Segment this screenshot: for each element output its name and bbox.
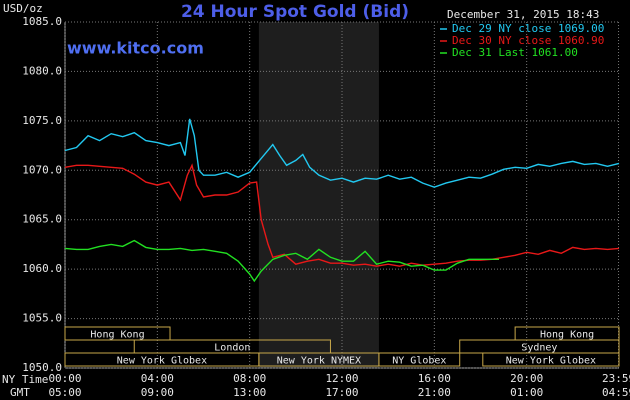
site-label: www.kitco.com [67, 39, 204, 58]
x-tick-label: 20:00 [510, 372, 543, 385]
y-tick-label: 1065.0 [22, 213, 62, 226]
session-box [64, 326, 171, 341]
series-line [64, 163, 620, 267]
session-box [378, 352, 461, 367]
session-label: New York NYMEX [277, 356, 361, 367]
session-box [482, 352, 620, 367]
y-tick-label: 1060.0 [22, 262, 62, 275]
legend-label: Dec 30 NY close 1060.90 [452, 34, 604, 47]
x-tick-label: 04:00 [141, 372, 174, 385]
x-tick-label: 12:00 [325, 372, 358, 385]
gmt-tick-label: 04:59 [602, 386, 630, 399]
y-tick-label: 1070.0 [22, 163, 62, 176]
gmt-tick-label: 05:00 [48, 386, 81, 399]
session-label: NY Globex [392, 356, 446, 367]
session-label: London [214, 343, 250, 354]
series-line [64, 118, 620, 188]
y-tick-label: 1080.0 [22, 64, 62, 77]
session-label: Hong Kong [540, 330, 594, 341]
x-tick-label: 16:00 [418, 372, 451, 385]
x-tick-label: 23:59 [602, 372, 630, 385]
y-tick-label: 1085.0 [22, 15, 62, 28]
y-tick-label: 1050.0 [22, 361, 62, 374]
x-tick-label: 08:00 [233, 372, 266, 385]
x-tick-label: 00:00 [48, 372, 81, 385]
y-tick-label: 1075.0 [22, 114, 62, 127]
session-label: New York Globex [506, 356, 596, 367]
gmt-tick-label: 09:00 [141, 386, 174, 399]
session-label: Sydney [521, 343, 557, 354]
background-layer [258, 22, 379, 368]
gmt-tick-label: 13:00 [233, 386, 266, 399]
chart-title: 24 Hour Spot Gold (Bid) [181, 2, 409, 22]
y-axis-label: USD/oz [3, 2, 43, 15]
gmt-tick-label: 21:00 [418, 386, 451, 399]
y-tick-label: 1055.0 [22, 312, 62, 325]
series-line [64, 239, 499, 283]
legend-label: Dec 29 NY close 1069.00 [452, 22, 604, 35]
session-shade [258, 22, 379, 368]
x-row-label: GMT [10, 386, 30, 399]
session-label: New York Globex [117, 356, 207, 367]
legend-label: Dec 31 Last 1061.00 [452, 46, 578, 59]
session-label: Hong Kong [90, 330, 144, 341]
gmt-tick-label: 17:00 [325, 386, 358, 399]
gmt-tick-label: 01:00 [510, 386, 543, 399]
timestamp: December 31, 2015 18:43 [447, 8, 599, 21]
x-row-label: NY Time [2, 373, 48, 386]
